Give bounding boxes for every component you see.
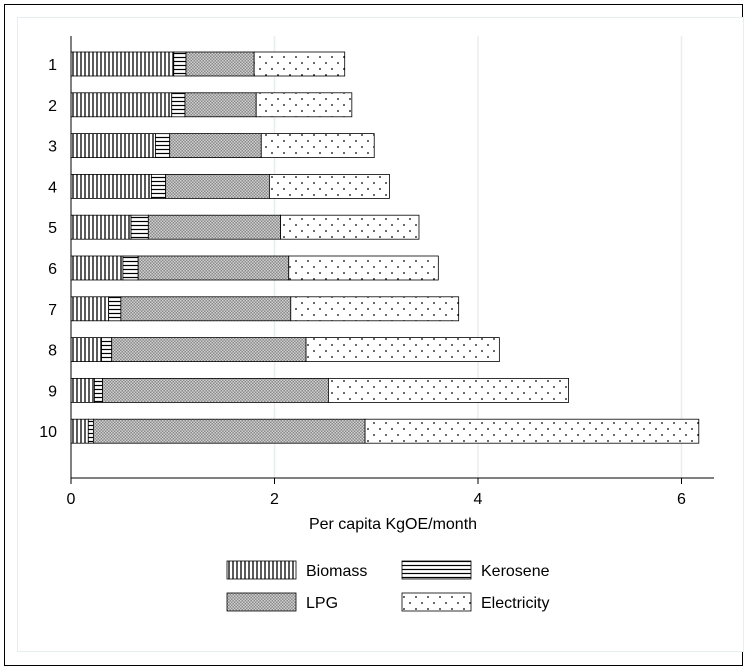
bar-biomass-7: [71, 297, 109, 321]
y-tick-label-6: 6: [48, 261, 57, 278]
bar-biomass-8: [71, 338, 102, 362]
bar-electricity-8: [306, 338, 499, 362]
bar-electricity-3: [261, 134, 374, 158]
bar-biomass-9: [71, 378, 94, 402]
legend-swatch-lpg: [227, 593, 296, 611]
bar-kerosene-8: [102, 338, 112, 362]
legend-label-biomass: Biomass: [306, 563, 367, 580]
legend-label-kerosene: Kerosene: [481, 563, 550, 580]
bar-lpg-10: [93, 419, 365, 443]
bar-biomass-2: [71, 93, 172, 117]
bar-lpg-2: [185, 93, 256, 117]
bar-electricity-7: [291, 297, 459, 321]
legend-swatch-electricity: [402, 593, 471, 611]
bar-lpg-7: [121, 297, 291, 321]
y-tick-label-4: 4: [48, 179, 57, 196]
bar-lpg-1: [186, 52, 254, 76]
bar-electricity-5: [281, 215, 419, 239]
y-tick-label-10: 10: [39, 424, 57, 441]
x-tick-label-4: 4: [474, 491, 483, 508]
y-tick-label-3: 3: [48, 139, 57, 156]
y-tick-label-9: 9: [48, 383, 57, 400]
bar-biomass-3: [71, 134, 155, 158]
bar-kerosene-5: [131, 215, 148, 239]
legend-label-electricity: Electricity: [481, 595, 549, 612]
bar-lpg-6: [138, 256, 289, 280]
y-tick-label-7: 7: [48, 302, 57, 319]
bar-kerosene-6: [123, 256, 138, 280]
bar-electricity-6: [289, 256, 439, 280]
bar-lpg-3: [170, 134, 262, 158]
bar-kerosene-1: [174, 52, 186, 76]
bar-biomass-1: [71, 52, 174, 76]
bar-biomass-5: [71, 215, 131, 239]
bar-kerosene-7: [109, 297, 121, 321]
y-tick-label-5: 5: [48, 220, 57, 237]
y-tick-label-2: 2: [48, 98, 57, 115]
bar-kerosene-10: [88, 419, 93, 443]
x-tick-label-0: 0: [67, 491, 76, 508]
legend-swatch-kerosene: [402, 561, 471, 579]
bar-biomass-6: [71, 256, 123, 280]
legend-label-lpg: LPG: [306, 595, 338, 612]
x-tick-label-2: 2: [270, 491, 279, 508]
bar-electricity-4: [269, 174, 389, 198]
bar-lpg-5: [148, 215, 280, 239]
y-tick-label-1: 1: [48, 57, 57, 74]
bar-kerosene-3: [155, 134, 169, 158]
legend-swatch-biomass: [227, 561, 296, 579]
bar-kerosene-4: [151, 174, 165, 198]
bar-biomass-4: [71, 174, 151, 198]
x-tick-label-6: 6: [677, 491, 686, 508]
bar-lpg-9: [103, 378, 329, 402]
bar-electricity-10: [365, 419, 699, 443]
bar-electricity-2: [256, 93, 352, 117]
bars: [71, 52, 699, 443]
bar-lpg-8: [112, 338, 306, 362]
bar-biomass-10: [71, 419, 88, 443]
bar-lpg-4: [166, 174, 270, 198]
y-tick-label-8: 8: [48, 343, 57, 360]
bar-kerosene-9: [94, 378, 102, 402]
bar-electricity-1: [254, 52, 345, 76]
x-axis-title: Per capita KgOE/month: [309, 516, 477, 533]
bar-electricity-9: [328, 378, 568, 402]
bar-kerosene-2: [172, 93, 185, 117]
legend: Biomass Kerosene LPG Electricity: [227, 561, 550, 612]
